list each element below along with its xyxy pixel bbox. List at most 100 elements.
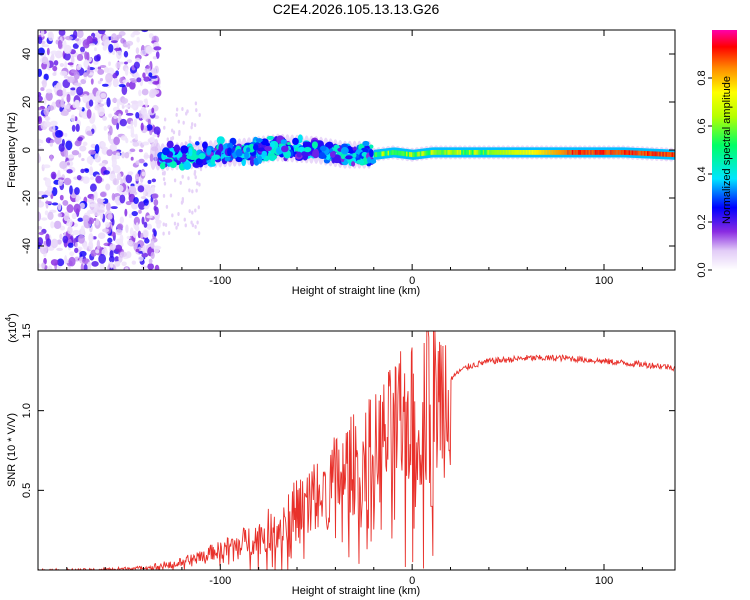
spectrogram-noise xyxy=(91,261,99,267)
spectrogram-noise xyxy=(148,72,153,77)
spectrogram-noise xyxy=(153,46,162,51)
spectrogram-core xyxy=(452,150,455,155)
spectrogram-noise xyxy=(112,78,119,88)
colorbar: 0.0 0.2 0.4 0.6 0.8 Normalized spectral ampl… xyxy=(696,30,737,278)
spectrogram-noise xyxy=(82,176,90,184)
spectrogram-core xyxy=(544,150,547,155)
spectrogram-noise xyxy=(100,92,107,99)
spectrogram-noise xyxy=(119,194,126,204)
spectrogram-noise xyxy=(83,72,88,78)
spectrogram-noise xyxy=(80,168,85,174)
spectrogram-noise xyxy=(65,140,73,151)
spectrogram-core xyxy=(475,150,478,155)
spectrogram-core xyxy=(660,151,664,157)
spectrogram-noise xyxy=(59,233,63,240)
spectrogram-blob xyxy=(246,147,251,153)
spectrogram-noise xyxy=(82,94,89,104)
spectrogram-core xyxy=(625,150,628,155)
spectrogram-noise xyxy=(118,113,122,118)
spectrogram-blob xyxy=(303,146,312,153)
spectrogram-core xyxy=(671,152,674,158)
spectrogram-noise xyxy=(189,135,192,140)
spectrogram-noise xyxy=(71,150,80,156)
spectrogram-noise xyxy=(38,231,45,236)
spectrogram-core xyxy=(573,150,576,155)
spectrogram-noise xyxy=(145,65,150,69)
spectrogram-noise xyxy=(40,30,45,38)
spectrogram-blob xyxy=(369,149,374,158)
spectrogram-axes: -100 0 100 -40 -20 0 20 40 xyxy=(21,30,675,287)
spectrogram-core xyxy=(564,150,567,155)
spectrogram-blob xyxy=(198,152,206,160)
spectrogram-noise xyxy=(87,65,91,75)
spectrogram-noise xyxy=(182,120,185,125)
spectrogram-core xyxy=(627,150,630,155)
colorbar-gradient xyxy=(712,30,737,270)
spectrogram-noise xyxy=(177,211,180,216)
spectrogram-core xyxy=(418,151,421,157)
spectrogram-noise xyxy=(190,125,193,130)
spectrogram-noise xyxy=(108,255,115,263)
spectrogram-noise xyxy=(74,99,81,108)
spectrogram-noise xyxy=(68,256,76,267)
spectrogram-core xyxy=(485,150,489,155)
spectrogram-noise xyxy=(94,153,100,162)
spectrogram-noise xyxy=(134,133,138,141)
spectrogram-noise xyxy=(89,43,96,47)
spectrogram-core xyxy=(432,150,435,155)
spectrogram-noise xyxy=(172,130,176,135)
colorbar-label: Normalized spectral amplitude xyxy=(721,76,733,224)
spectrogram-core xyxy=(630,150,633,156)
spectrogram-noise xyxy=(175,225,178,230)
spectrogram-noise xyxy=(64,255,68,265)
spectrogram-core xyxy=(433,150,436,155)
spectrogram-noise xyxy=(121,261,127,267)
spectrogram-core xyxy=(524,150,527,155)
spectrogram-blob xyxy=(264,145,272,152)
spectrogram-noise xyxy=(63,52,71,61)
spectrogram-noise xyxy=(49,154,53,162)
spectrogram-noise xyxy=(115,61,121,69)
spectrogram-core xyxy=(384,151,387,156)
spectrogram-noise xyxy=(115,228,123,236)
spectrogram-noise xyxy=(116,122,120,130)
snr-ytick-label: 1.0 xyxy=(21,403,33,418)
spectrogram-band xyxy=(149,142,157,170)
spectrogram-core xyxy=(462,150,466,155)
snr-xtick-label: 0 xyxy=(409,575,415,587)
spectrogram-noise xyxy=(66,169,73,174)
spectrogram-noise xyxy=(140,122,144,131)
spectrogram-core xyxy=(493,150,496,155)
figure-title: C2E4.2026.105.13.13.G26 xyxy=(273,1,440,17)
spectrogram-noise xyxy=(171,213,174,218)
spectrogram-noise xyxy=(50,221,55,229)
spectrogram-xtick-label: 100 xyxy=(595,275,613,287)
spectrogram-noise xyxy=(119,234,124,243)
spectrogram-noise xyxy=(147,263,155,270)
spectrogram-noise xyxy=(44,116,51,121)
spectrogram-noise xyxy=(82,141,88,147)
spectrogram-noise xyxy=(133,216,140,226)
spectrogram-noise xyxy=(76,175,82,181)
spectrogram-core xyxy=(441,150,444,155)
spectrogram-blob xyxy=(227,147,232,157)
spectrogram-core xyxy=(395,150,398,156)
spectrogram-core xyxy=(525,150,529,155)
spectrogram-noise xyxy=(102,45,107,51)
spectrogram-noise xyxy=(100,141,106,148)
spectrogram-noise xyxy=(82,39,90,49)
spectrogram-noise xyxy=(52,65,58,72)
spectrogram-core xyxy=(458,150,461,155)
spectrogram-core xyxy=(668,152,671,157)
spectrogram-noise xyxy=(153,205,157,212)
spectrogram-noise xyxy=(58,30,66,37)
snr-axes: -100 0 100 0.5 1.0 1.5 xyxy=(21,323,675,587)
spectrogram-noise xyxy=(196,181,199,186)
spectrogram-noise xyxy=(60,98,65,108)
spectrogram-noise xyxy=(66,204,74,213)
spectrogram-noise xyxy=(114,244,123,253)
spectrogram-noise xyxy=(114,256,120,263)
spectrogram-core xyxy=(438,150,441,155)
spectrogram-noise xyxy=(97,66,102,70)
spectrogram-blob xyxy=(188,147,193,157)
